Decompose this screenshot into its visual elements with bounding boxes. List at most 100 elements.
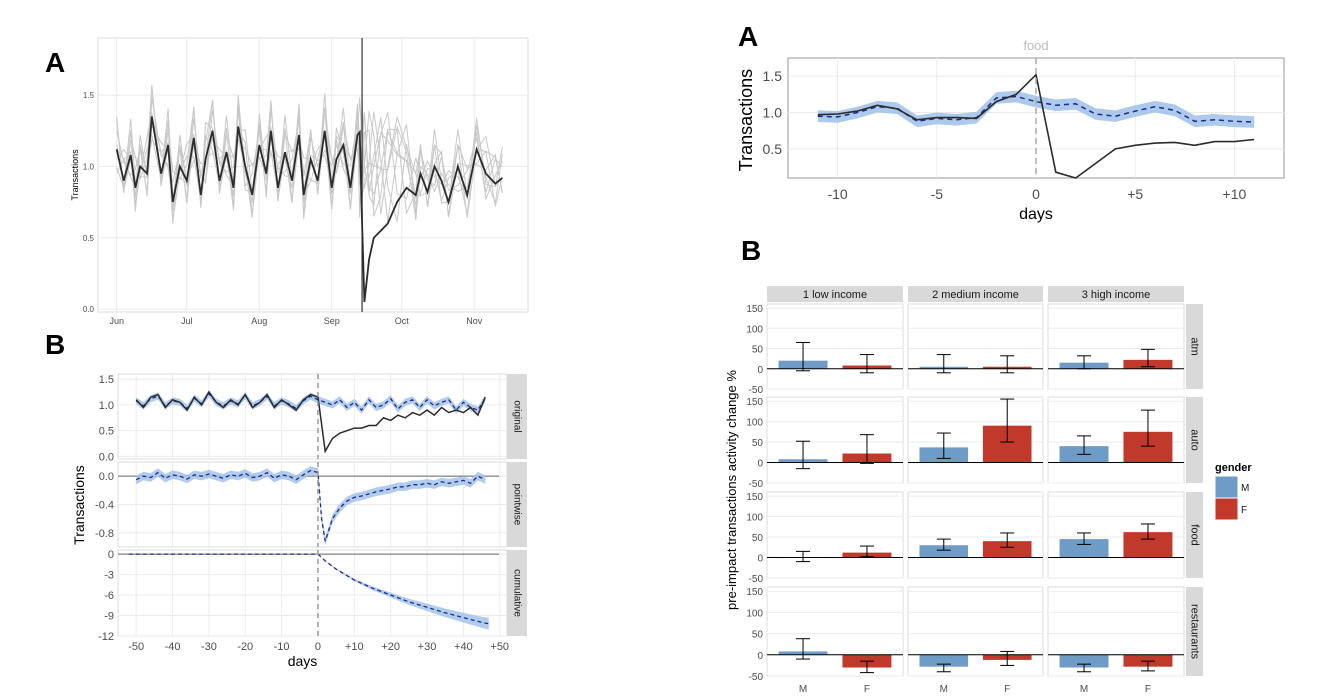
facet-column-strip [1048,286,1184,302]
x-tick-label: F [1145,684,1151,695]
y-tick-label: 50 [752,438,764,449]
observed-line [115,116,503,303]
x-tick-label: -20 [237,641,253,653]
x-tick-label: Aug [251,316,267,326]
facet-column-label: 3 high income [1082,289,1151,301]
y-tick-label: 150 [746,492,763,503]
x-tick-label: +40 [454,641,473,653]
x-tick-label: Nov [466,316,483,326]
y-tick-label: 0 [757,554,763,565]
facet-row-label: food [1189,524,1201,545]
x-tick-label: Sep [324,316,340,326]
confidence-band [136,466,486,546]
x-tick-label: +30 [418,641,437,653]
facet-row-label: atm [1189,337,1201,355]
bar-m [1059,539,1109,558]
facet-strip [507,550,527,636]
reference-line [116,107,503,222]
chart-left-b: original 0.0 0.5 1.0 1.5 pointwise 0.0 -0.4 -0.8… [71,373,527,669]
chart-right-a: food 0.5 1.0 1.5 -10 -5 0 +5 +10 days Transactions [736,38,1285,223]
x-tick-label: 0 [1032,186,1040,202]
x-tick-label: 0 [315,641,321,653]
facet-column-strip [767,286,903,302]
bar-m [1059,654,1109,668]
y-tick-label: 100 [746,513,763,524]
cumulative-line [128,553,489,625]
y-tick-label: 0 [757,459,763,470]
x-tick-label: +20 [381,641,400,653]
facet-strip [507,462,527,547]
y-tick-label: 0 [757,365,763,376]
panel-letter-left-b: B [45,329,65,360]
bar-m [919,654,969,667]
facet-panel [907,491,1044,579]
x-tick-label: -50 [128,641,144,653]
y-tick-label: -50 [749,385,764,396]
legend-swatch-m [1214,475,1239,499]
y-axis-label: Transactions [71,465,87,545]
facet-column-strip [908,286,1043,302]
y-tick-label: -12 [98,631,114,643]
facet-panel [907,303,1044,390]
y-tick-label: 100 [746,418,763,429]
pointwise-line [135,469,486,542]
y-tick-label: -50 [749,479,764,490]
legend-label-f: F [1241,505,1247,516]
facet-row-label: restaurants [1189,604,1201,660]
facet-row-strip [1186,587,1203,676]
facet-row-strip [1186,397,1203,483]
x-tick-label: -30 [201,641,217,653]
y-tick-label: 0 [108,549,114,561]
y-tick-label: 150 [746,397,763,408]
x-tick-label: F [864,684,870,695]
legend-label-m: M [1241,483,1249,494]
bar-m [919,545,969,558]
x-tick-label: -10 [274,641,290,653]
y-tick-label: 1.5 [99,374,114,386]
y-tick-label: 1.5 [763,68,783,84]
y-tick-label: -0.8 [95,528,114,540]
facet-column-label: 2 medium income [932,289,1019,301]
chart-right-b: 1 low income 2 medium income 3 high income… [724,286,1252,695]
facet-row-label: auto [1189,429,1201,450]
x-tick-label: M [1080,684,1088,695]
y-tick-label: 0 [757,651,763,662]
x-tick-label: Oct [395,316,410,326]
x-tick-label: F [1004,684,1010,695]
y-tick-label: 150 [746,304,763,315]
x-tick-label: +50 [490,641,509,653]
y-tick-label: 0.0 [83,305,95,314]
chart-title: food [1023,38,1048,53]
y-tick-label: 0.5 [83,234,95,243]
facet-row-strip [1186,492,1203,578]
x-tick-label: Jul [181,316,193,326]
facet-panel [117,373,508,460]
chart-left-a: 0.0 0.5 1.0 1.5 Jun Jul Aug Sep Oct Nov Transactio… [70,37,529,326]
y-tick-label: 1.5 [83,91,95,100]
y-tick-label: -0.4 [95,500,114,512]
y-tick-label: -50 [749,672,764,683]
x-tick-label: M [799,684,807,695]
facet-column-label: 1 low income [803,289,867,301]
x-tick-label: -10 [827,186,847,202]
observed-line [817,73,1255,179]
bar-f [982,541,1032,558]
facet-panel [1047,303,1185,390]
facet-strip-label: pointwise [511,484,522,526]
x-tick-label: -5 [931,186,944,202]
panel-letter-left-a: A [45,47,65,78]
y-tick-label: 100 [746,324,763,335]
y-tick-label: -50 [749,574,764,585]
y-tick-label: 0.0 [99,471,114,483]
x-tick-label: +5 [1127,186,1143,202]
y-tick-label: 150 [746,587,763,598]
x-tick-label: +10 [1223,186,1247,202]
facet-strip-label: original [511,400,522,432]
y-tick-label: 0.5 [763,141,783,157]
y-tick-label: 100 [746,608,763,619]
y-tick-label: 1.0 [83,162,95,171]
panel-letter-right-b: B [741,235,761,266]
facet-strip [507,374,527,459]
y-tick-label: -9 [104,611,114,623]
